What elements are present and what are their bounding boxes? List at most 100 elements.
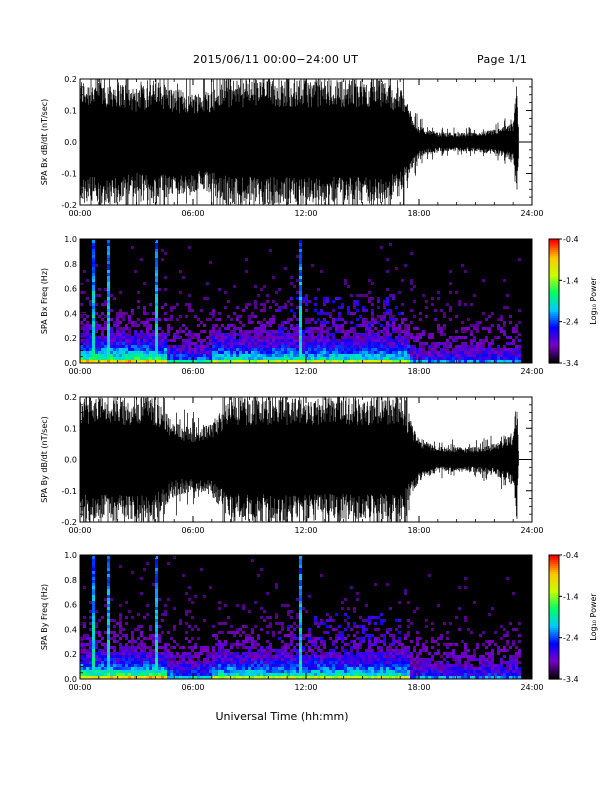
spectrogram-cell (206, 318, 209, 321)
spectrogram-cell (374, 664, 377, 667)
spectrogram-cell (260, 664, 263, 667)
spectrogram-cell (80, 282, 83, 285)
spectrogram-cell (233, 658, 236, 661)
spectrogram-cell (326, 625, 329, 628)
spectrogram-cell (242, 676, 245, 679)
spectrogram-cell (251, 676, 254, 679)
spectrogram-cell (269, 333, 272, 336)
spectrogram-cell (149, 664, 152, 667)
spectrogram-cell (332, 309, 335, 312)
spectrogram-cell (110, 655, 113, 658)
spectrogram-cell (353, 658, 356, 661)
spectrogram-cell (323, 673, 326, 676)
spectrogram-cell (296, 255, 299, 258)
spectrogram-cell (377, 351, 380, 354)
spectrogram-cell (380, 661, 383, 664)
spectrogram-cell (140, 321, 143, 324)
spectrogram-cell (185, 354, 188, 357)
spectrogram-cell (215, 345, 218, 348)
spectrogram-cell (224, 655, 227, 658)
spectrogram-cell (197, 667, 200, 670)
spectrogram-cell (179, 351, 182, 354)
spectrogram-cell (233, 330, 236, 333)
spectrogram-cell (266, 670, 269, 673)
spectrogram-cell (269, 348, 272, 351)
spectrogram-cell (143, 676, 146, 679)
spectrogram-cell (473, 673, 476, 676)
spectrogram-cell (341, 607, 344, 610)
spectrogram-cell (200, 649, 203, 652)
spectrogram-cell (110, 658, 113, 661)
spectrogram-cell (128, 646, 131, 649)
spectrogram-cell (215, 658, 218, 661)
spectrogram-cell (404, 592, 407, 595)
spectrogram-cell (341, 658, 344, 661)
spectrogram-cell (188, 354, 191, 357)
spectrogram-cell (122, 339, 125, 342)
spectrogram-cell (323, 631, 326, 634)
spectrogram-cell (455, 616, 458, 619)
spectrogram-cell (458, 300, 461, 303)
spectrogram-cell (140, 646, 143, 649)
spectrogram-cell (488, 652, 491, 655)
spectrogram-cell (515, 673, 518, 676)
spectrogram-cell (83, 270, 86, 273)
spectrogram-cell (236, 327, 239, 330)
spectrogram-cell (131, 667, 134, 670)
spectrogram-cell (326, 354, 329, 357)
spectrogram-cell (134, 321, 137, 324)
spectrogram-cell (479, 664, 482, 667)
spectrogram-cell (257, 339, 260, 342)
spectrogram-cell (191, 637, 194, 640)
spectrogram-cell (344, 628, 347, 631)
spectrogram-cell (362, 664, 365, 667)
spectrogram-cell (401, 354, 404, 357)
colorbar-swatch (549, 338, 559, 341)
y-tick-label: 0.8 (64, 576, 77, 585)
spectrogram-cell (455, 339, 458, 342)
spectrogram-cell (266, 357, 269, 360)
spectrogram-cell (395, 330, 398, 333)
spectrogram-cell (425, 676, 428, 679)
spectrogram-cell (227, 345, 230, 348)
spectrogram-cell (83, 318, 86, 321)
spectrogram-cell (242, 339, 245, 342)
spectrogram-cell (161, 673, 164, 676)
spectrogram-cell (395, 664, 398, 667)
spectrogram-cell (506, 294, 509, 297)
spectrogram-cell (386, 661, 389, 664)
spectrogram-cell (332, 619, 335, 622)
spectrogram-cell (368, 279, 371, 282)
spectrogram-cell (344, 613, 347, 616)
spectrogram-cell (155, 670, 158, 673)
spectrogram-cell (302, 297, 305, 300)
spectrogram-cell (107, 661, 110, 664)
spectrogram-cell (299, 655, 302, 658)
spectrogram-cell (323, 324, 326, 327)
spectrogram-cell (239, 661, 242, 664)
spectrogram-cell (512, 643, 515, 646)
spectrogram-cell (380, 345, 383, 348)
spectrogram-cell (89, 652, 92, 655)
spectrogram-cell (155, 592, 158, 595)
spectrogram-cell (320, 574, 323, 577)
spectrogram-cell (131, 646, 134, 649)
spectrogram-cell (497, 670, 500, 673)
spectrogram-cell (500, 664, 503, 667)
spectrogram-cell (161, 664, 164, 667)
spectrogram-cell (125, 345, 128, 348)
spectrogram-cell (392, 649, 395, 652)
spectrogram-cell (257, 658, 260, 661)
spectrogram-cell (155, 562, 158, 565)
spectrogram-cell (161, 667, 164, 670)
spectrogram-cell (335, 360, 338, 363)
spectrogram-cell (98, 634, 101, 637)
spectrogram-cell (338, 348, 341, 351)
spectrogram-cell (515, 330, 518, 333)
spectrogram-cell (92, 604, 95, 607)
spectrogram-cell (368, 339, 371, 342)
spectrogram-cell (332, 300, 335, 303)
spectrogram-cell (113, 625, 116, 628)
spectrogram-cell (221, 324, 224, 327)
spectrogram-cell (230, 664, 233, 667)
